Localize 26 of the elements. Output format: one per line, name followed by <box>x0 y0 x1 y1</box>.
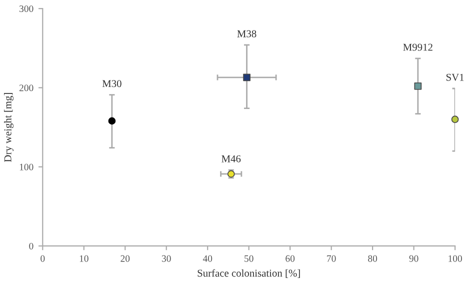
annotation: SV1 <box>446 74 464 81</box>
annotation: M30 <box>102 80 122 88</box>
y-axis-title: Dry weight [mg] <box>4 93 14 162</box>
x-tick-label: 50 <box>244 255 254 262</box>
x-tick-label: 30 <box>162 255 171 262</box>
point <box>414 82 422 90</box>
point <box>108 117 116 125</box>
x-axis-title: Surface colonisation [%] <box>198 269 300 278</box>
annotation: M9912 <box>403 44 432 51</box>
point <box>451 116 459 124</box>
y-tick-label: 200 <box>19 84 34 92</box>
x-tick-label: 10 <box>80 255 88 262</box>
x-tick-label: 90 <box>409 255 418 262</box>
annotation: M38 <box>237 30 256 38</box>
x-tick-label: 100 <box>448 255 462 262</box>
y-tick-label: 0 <box>29 242 34 250</box>
x-tick-label: 40 <box>202 255 212 262</box>
y-tick-label: 300 <box>20 5 34 12</box>
point <box>243 74 250 82</box>
x-tick-label: 60 <box>286 255 295 262</box>
y-tick-label: 100 <box>20 164 34 170</box>
x-tick-label: 80 <box>368 255 378 262</box>
x-tick-label: 70 <box>327 255 336 262</box>
x-tick-label: 20 <box>120 255 130 262</box>
annotation: M46 <box>222 155 241 162</box>
x-tick-label: 0 <box>40 255 45 262</box>
